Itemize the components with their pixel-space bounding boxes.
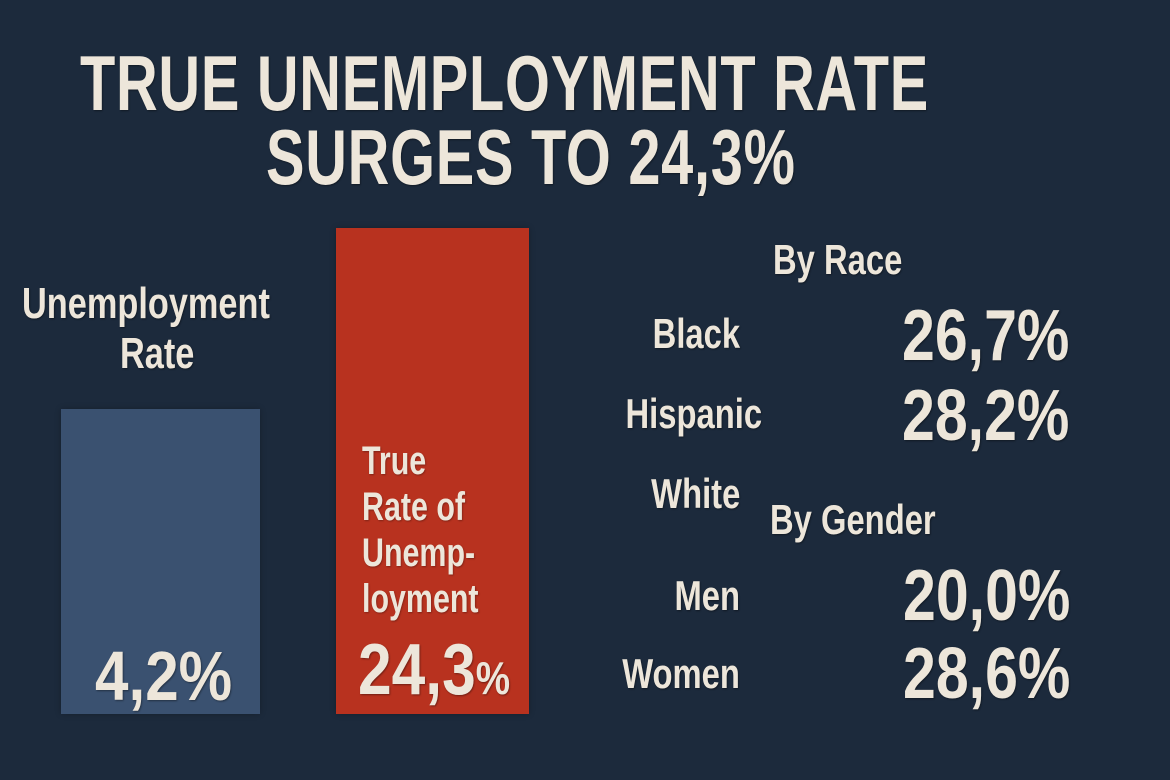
gender-value-men: 20,0% [903, 556, 1071, 636]
race-label-white: White [650, 470, 740, 517]
true-rate-label-line-2: Rate of [362, 485, 466, 529]
true-rate-value-percent: % [475, 652, 511, 704]
true-rate-value: 24,3% [358, 634, 510, 714]
official-rate-label-line-2: Rate [120, 329, 195, 378]
race-value-black: 26,7% [902, 296, 1070, 376]
by-gender-heading: By Gender [770, 496, 936, 543]
true-rate-label-line-3: Unemp- [362, 531, 476, 575]
race-label-hispanic: Hispanic [625, 390, 762, 437]
gender-value-women: 28,6% [903, 634, 1071, 714]
true-rate-label-line-4: loyment [362, 577, 479, 621]
official-rate-bar: 4,2% [61, 409, 260, 714]
gender-label-men: Men [674, 572, 740, 619]
by-race-heading: By Race [773, 236, 903, 283]
chart-title-line-2: SURGES TO 24,3% [266, 113, 796, 201]
official-rate-label-line-1: Unemployment [22, 279, 270, 328]
race-label-black: Black [652, 310, 740, 357]
gender-label-women: Women [622, 650, 740, 697]
chart-title-line-1: TRUE UNEMPLOYMENT RATE [80, 39, 929, 127]
true-rate-bar: True Rate of Unemp- loyment 24,3% [336, 228, 529, 714]
true-rate-label-line-1: True [362, 439, 427, 483]
race-value-hispanic: 28,2% [902, 376, 1070, 456]
true-rate-value-number: 24,3 [358, 630, 476, 710]
official-rate-value: 4,2% [95, 637, 233, 715]
